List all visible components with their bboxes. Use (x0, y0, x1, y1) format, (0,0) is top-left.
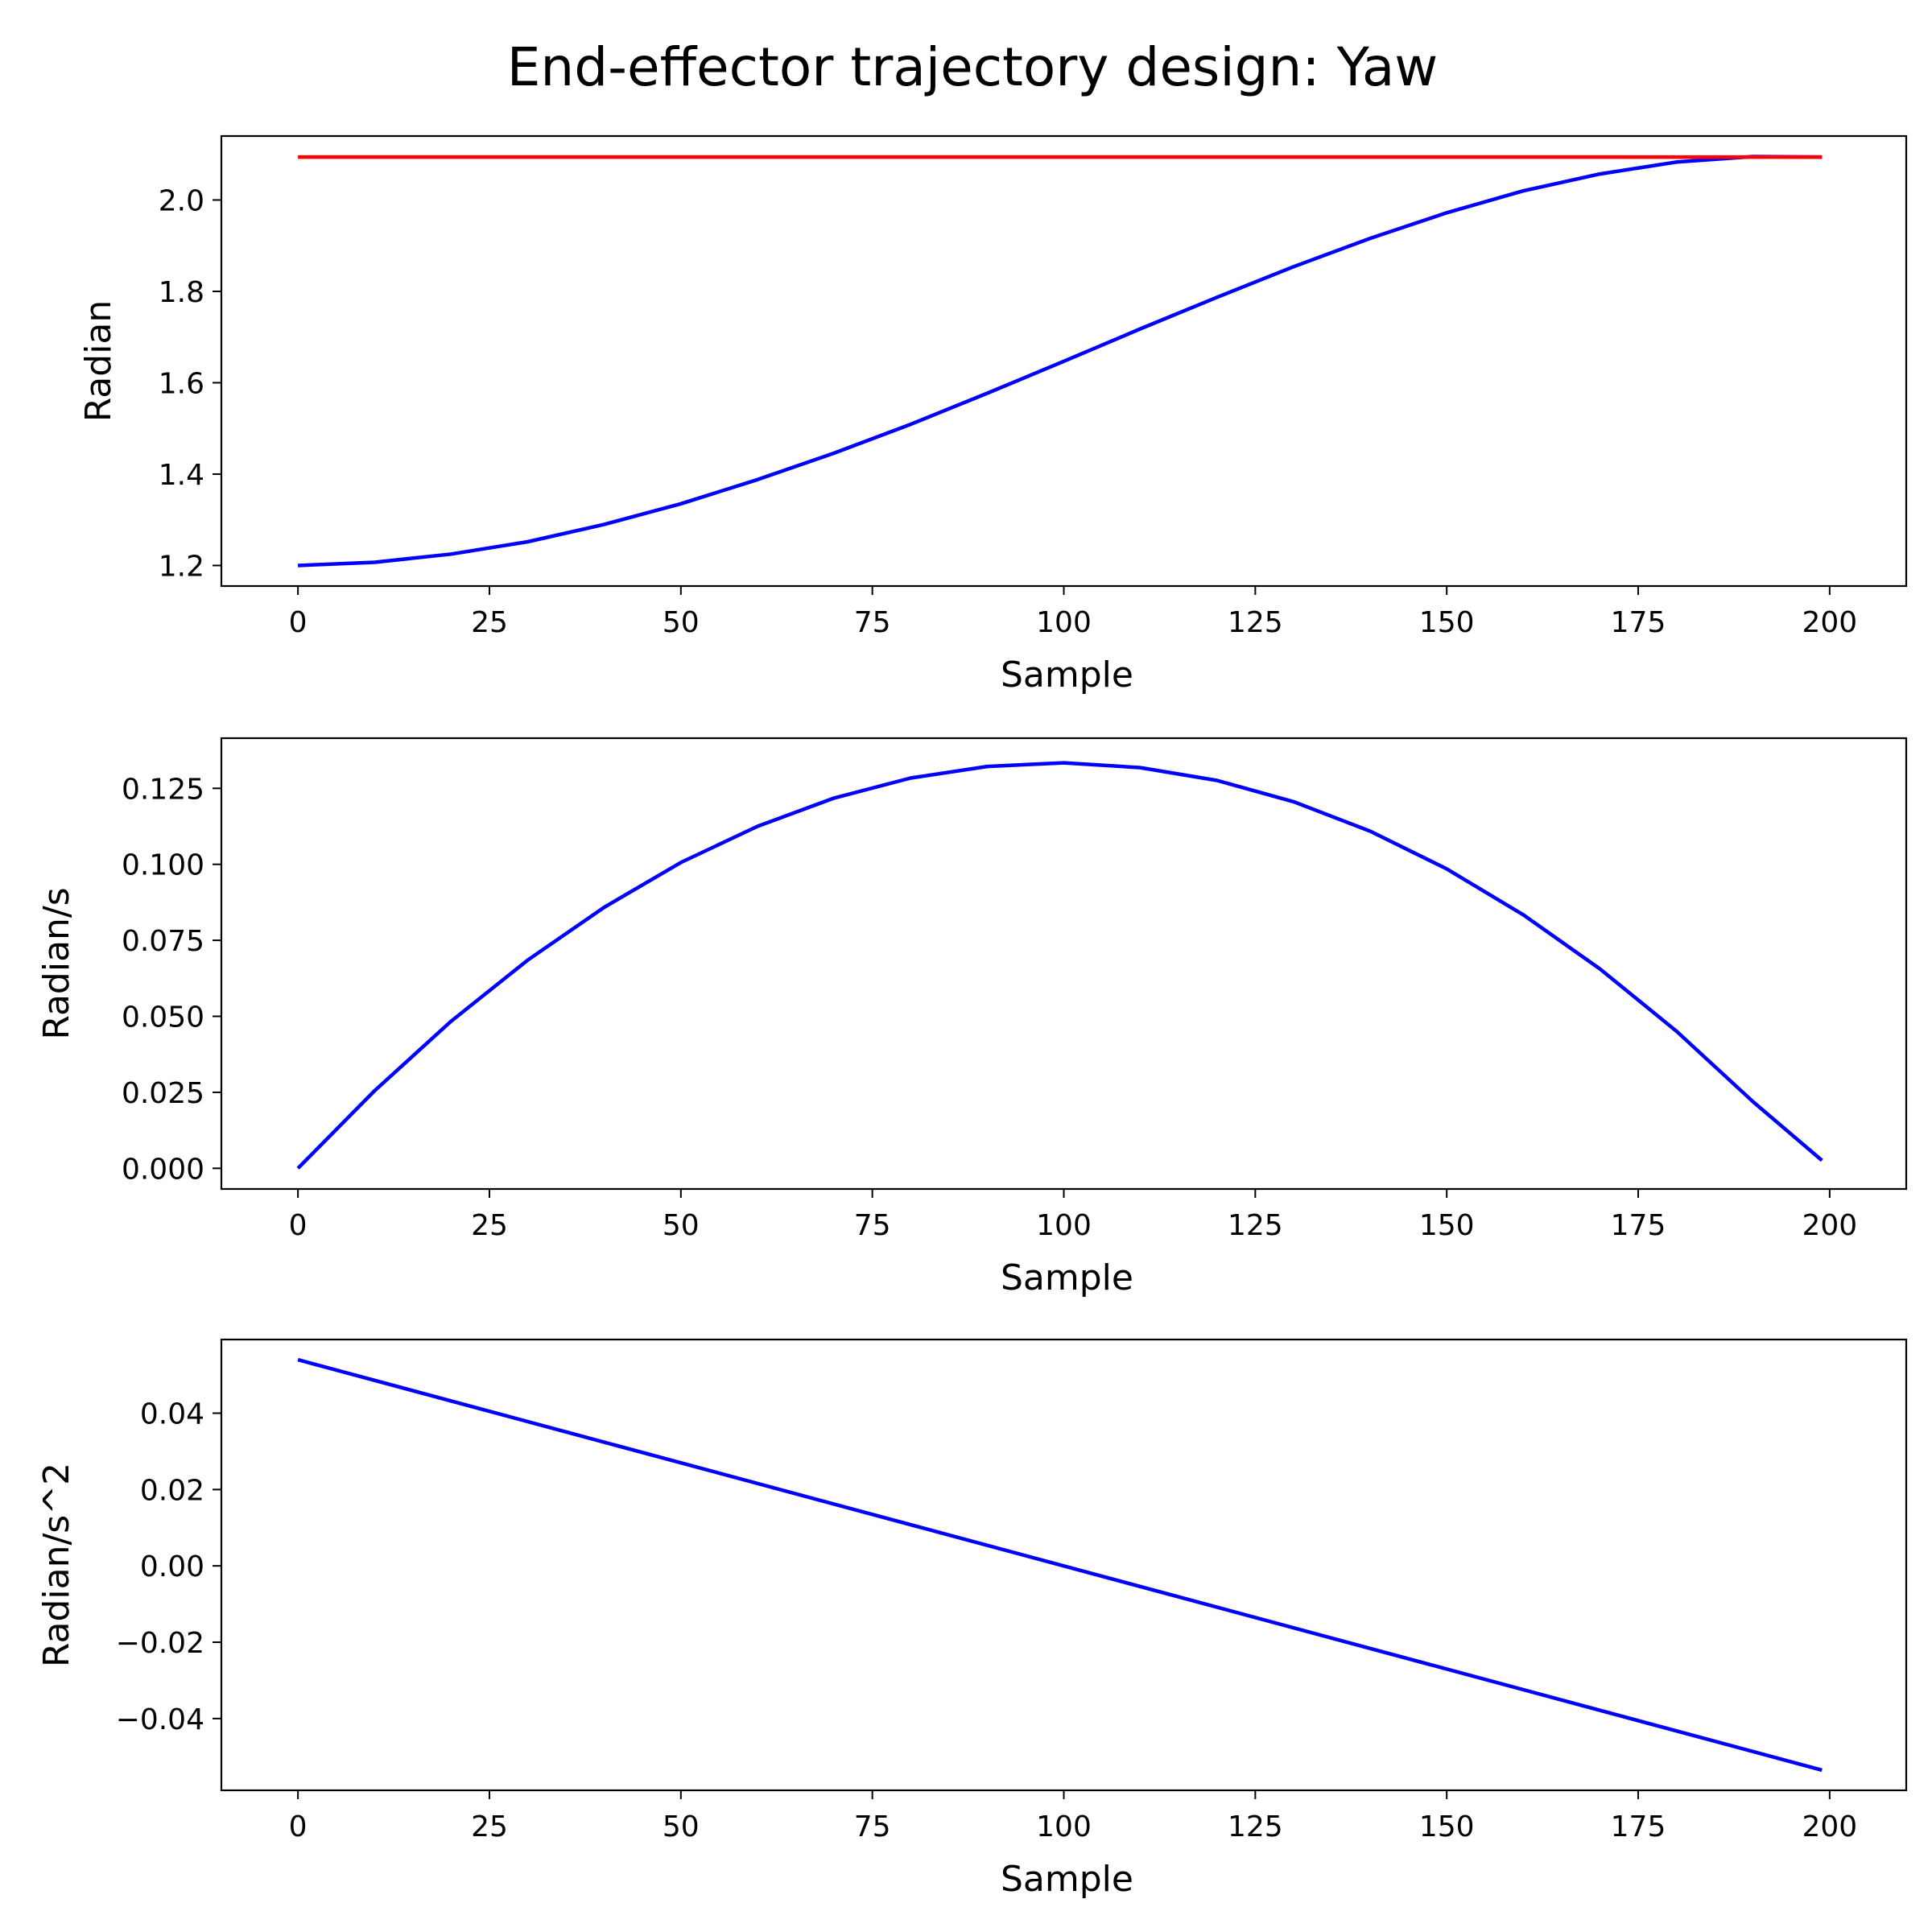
y-tick-label: 0.000 (122, 1153, 204, 1186)
x-tick-label: 175 (1611, 1810, 1666, 1843)
y-tick-label: 2.0 (159, 184, 204, 217)
y-tick-label: 0.075 (122, 925, 204, 958)
x-tick-label: 75 (854, 606, 891, 639)
y-tick-label: 0.00 (140, 1550, 204, 1583)
x-tick-label: 125 (1228, 606, 1283, 639)
y-axis-label: Radian (78, 300, 119, 423)
y-tick-label: 1.4 (159, 459, 204, 492)
y-axis-label: Radian/s^2 (36, 1463, 77, 1667)
y-tick-label: 0.04 (140, 1398, 204, 1431)
y-tick-label: 1.2 (159, 550, 204, 583)
x-tick-label: 50 (663, 606, 700, 639)
y-tick-label: 0.100 (122, 849, 204, 882)
x-tick-label: 25 (471, 1810, 508, 1843)
x-tick-label: 125 (1228, 1209, 1283, 1242)
y-tick-label: 0.02 (140, 1474, 204, 1507)
subplots: 0 25 50 75 100 125 150 175 200 1.2 1.4 1.6 1.8 2.0 Sam… (36, 134, 1908, 1900)
x-tick-label: 75 (854, 1209, 891, 1242)
x-axis-label: Sample (1001, 654, 1133, 696)
y-tick-label: −0.04 (116, 1703, 204, 1736)
y-tick-label: 1.6 (159, 367, 204, 400)
x-axis-label: Sample (1001, 1859, 1133, 1900)
x-tick-label: 175 (1611, 1209, 1666, 1242)
y-tick-label: 1.8 (159, 276, 204, 309)
x-axis-label: Sample (1001, 1257, 1133, 1298)
series-line-actual (297, 1357, 1823, 1773)
x-tick-label: 50 (663, 1209, 700, 1242)
figure-title: End-effector trajectory design: Yaw (507, 36, 1439, 98)
x-tick-label: 75 (854, 1810, 891, 1843)
x-tick-label: 150 (1419, 1209, 1475, 1242)
x-tick-label: 200 (1802, 1810, 1858, 1843)
x-tick-label: 0 (289, 606, 308, 639)
series-line-actual (298, 155, 1823, 568)
x-tick-label: 100 (1036, 1209, 1092, 1242)
x-tick-label: 150 (1419, 1810, 1475, 1843)
x-tick-label: 0 (289, 1209, 308, 1242)
y-tick-label: 0.050 (122, 1001, 204, 1034)
subplot-2: 0 25 50 75 100 125 150 175 200 0.000 0.025 0.050 0.0… (36, 737, 1908, 1298)
x-tick-label: 150 (1419, 606, 1475, 639)
y-tick-label: 0.025 (122, 1077, 204, 1110)
x-tick-label: 50 (663, 1810, 700, 1843)
x-tick-label: 100 (1036, 606, 1092, 639)
y-tick-label: −0.02 (116, 1627, 204, 1660)
subplot-3: 0 25 50 75 100 125 150 175 200 −0.04 −0.02 0.00 0.02… (36, 1338, 1908, 1900)
x-tick-label: 175 (1611, 606, 1666, 639)
x-tick-label: 25 (471, 1209, 508, 1242)
y-axis-label: Radian/s (36, 887, 77, 1039)
series-line-actual (296, 761, 1823, 1170)
subplot-1: 0 25 50 75 100 125 150 175 200 1.2 1.4 1.6 1.8 2.0 Sam… (78, 134, 1908, 696)
x-tick-label: 25 (471, 606, 508, 639)
x-tick-label: 200 (1802, 606, 1858, 639)
x-tick-label: 200 (1802, 1209, 1858, 1242)
y-tick-label: 0.125 (122, 773, 204, 806)
x-tick-label: 100 (1036, 1810, 1092, 1843)
x-tick-label: 125 (1228, 1810, 1283, 1843)
x-tick-label: 0 (289, 1810, 308, 1843)
